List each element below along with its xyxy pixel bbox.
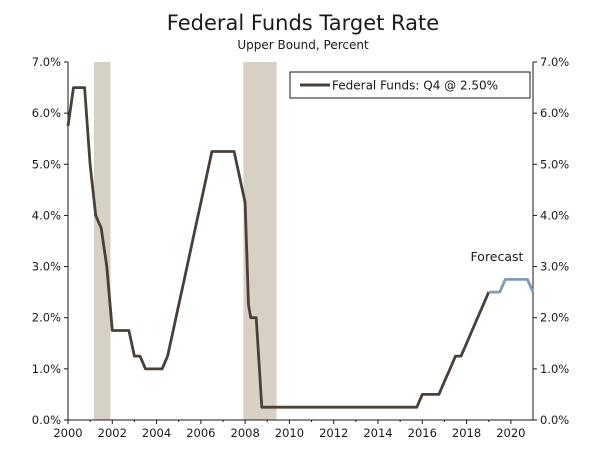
y-tick-label-left: 0.0% (32, 413, 61, 427)
axes: 0.0% 0.0% 1.0% 1.0% 2.0% 2.0% 3.0% 3.0% 4.0% 4.0%… (32, 55, 570, 440)
y-tick-label-left: 2.0% (32, 311, 61, 325)
x-tick-label: 2008 (231, 426, 260, 440)
y-tick-label-right: 4.0% (540, 208, 569, 222)
x-tick-label: 2006 (186, 426, 215, 440)
series-line-federal-funds (66, 86, 490, 409)
legend-label: Federal Funds: Q4 @ 2.50% (332, 79, 498, 93)
x-tick-label: 2020 (496, 426, 525, 440)
y-tick-label-left: 3.0% (32, 260, 61, 274)
y-tick-label-left: 1.0% (32, 362, 61, 376)
y-tick-label-right: 3.0% (540, 260, 569, 274)
y-tick-label-left: 5.0% (32, 157, 61, 171)
x-tick-label: 2014 (363, 426, 392, 440)
x-tick-label: 2012 (319, 426, 348, 440)
series-line-forecast (488, 277, 535, 294)
x-tick-label: 2016 (408, 426, 437, 440)
y-tick-label-left: 7.0% (32, 55, 61, 69)
x-tick-label: 2018 (452, 426, 481, 440)
y-tick-label-left: 4.0% (32, 208, 61, 222)
x-tick-label: 2004 (142, 426, 171, 440)
y-tick-label-right: 5.0% (540, 157, 569, 171)
y-tick-label-right: 7.0% (540, 55, 569, 69)
y-tick-label-right: 6.0% (540, 106, 569, 120)
chart-subtitle: Upper Bound, Percent (237, 38, 369, 52)
chart-title: Federal Funds Target Rate (167, 11, 439, 35)
y-tick-label-right: 1.0% (540, 362, 569, 376)
y-tick-label-right: 0.0% (540, 413, 569, 427)
series-lines (66, 86, 535, 409)
y-tick-label-right: 2.0% (540, 311, 569, 325)
forecast-annotation: Forecast (471, 249, 524, 264)
recession-bands (93, 62, 277, 420)
legend: Federal Funds: Q4 @ 2.50% (289, 71, 531, 99)
x-tick-label: 2010 (275, 426, 304, 440)
x-tick-label: 2000 (53, 426, 82, 440)
x-tick-label: 2002 (98, 426, 127, 440)
y-tick-label-left: 6.0% (32, 106, 61, 120)
